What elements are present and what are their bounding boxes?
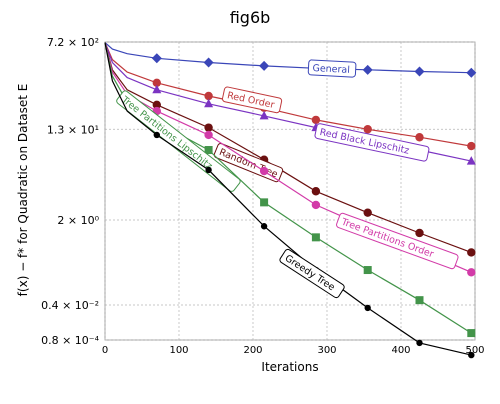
y-tick-label: 1.3 × 10¹ <box>47 123 99 136</box>
x-tick-label: 0 <box>102 345 108 356</box>
data-point <box>204 130 213 140</box>
chart-title: fig6b <box>230 8 271 27</box>
x-tick-label: 200 <box>243 345 262 356</box>
y-tick-label: 0.4 × 10⁻² <box>41 299 99 312</box>
series-label-box <box>279 248 345 299</box>
data-point <box>259 60 270 71</box>
data-point <box>415 296 424 305</box>
series-label-box <box>222 86 283 114</box>
data-point <box>468 351 475 359</box>
data-point <box>362 64 373 75</box>
series-label-box <box>314 123 430 162</box>
data-point <box>259 166 269 176</box>
y-axis-label: f(x) − f* for Quadratic on Dataset E <box>16 84 30 297</box>
data-point <box>203 57 214 68</box>
data-point <box>205 166 212 174</box>
y-tick-label: 0.8 × 10⁻⁴ <box>41 334 100 347</box>
data-point <box>259 110 269 120</box>
x-tick-label: 100 <box>169 345 188 356</box>
data-point <box>466 67 477 78</box>
series-red-order: Red Order <box>104 42 476 151</box>
series-label-text: General <box>312 63 350 76</box>
data-point <box>153 131 160 139</box>
y-tick-label: 2 × 10⁰ <box>57 214 99 227</box>
data-point <box>363 208 372 217</box>
series-label: General <box>307 59 357 78</box>
data-point <box>204 91 213 101</box>
series-label-box <box>307 59 357 78</box>
data-point <box>466 156 476 165</box>
data-point <box>204 146 213 155</box>
data-point <box>260 223 268 230</box>
data-point <box>152 78 161 88</box>
series-line <box>104 42 472 334</box>
plot-area <box>104 41 476 341</box>
x-tick-label: 400 <box>391 345 410 356</box>
series-general: General <box>104 42 477 78</box>
data-point <box>363 125 372 134</box>
data-point <box>363 266 372 275</box>
data-point <box>152 100 161 110</box>
axis-layer: 0 100 200 300 400 500 7.2 × 10² 1.3 × 10¹ 2 × 10… <box>41 36 484 356</box>
data-point <box>415 228 424 238</box>
series-line <box>104 42 472 253</box>
data-point <box>467 141 476 151</box>
series-label-box <box>336 212 459 270</box>
x-axis-label: Iterations <box>261 360 318 374</box>
data-point <box>260 198 269 207</box>
data-point <box>204 98 214 108</box>
data-point <box>311 233 320 242</box>
y-tick-label: 7.2 × 10² <box>47 36 99 49</box>
data-point <box>311 115 321 125</box>
data-point <box>151 53 162 64</box>
data-point <box>152 84 162 94</box>
series-line <box>104 42 472 356</box>
data-point <box>311 187 321 196</box>
data-point <box>467 268 476 277</box>
data-point <box>467 329 476 338</box>
data-point <box>364 304 371 312</box>
series-line <box>104 42 472 74</box>
data-point <box>311 200 321 210</box>
x-tick-label: 300 <box>317 345 336 356</box>
data-point <box>416 339 423 347</box>
data-point <box>414 66 425 77</box>
data-point <box>467 248 476 257</box>
data-point <box>415 133 424 142</box>
data-point <box>204 123 213 132</box>
x-tick-label: 500 <box>465 345 484 356</box>
